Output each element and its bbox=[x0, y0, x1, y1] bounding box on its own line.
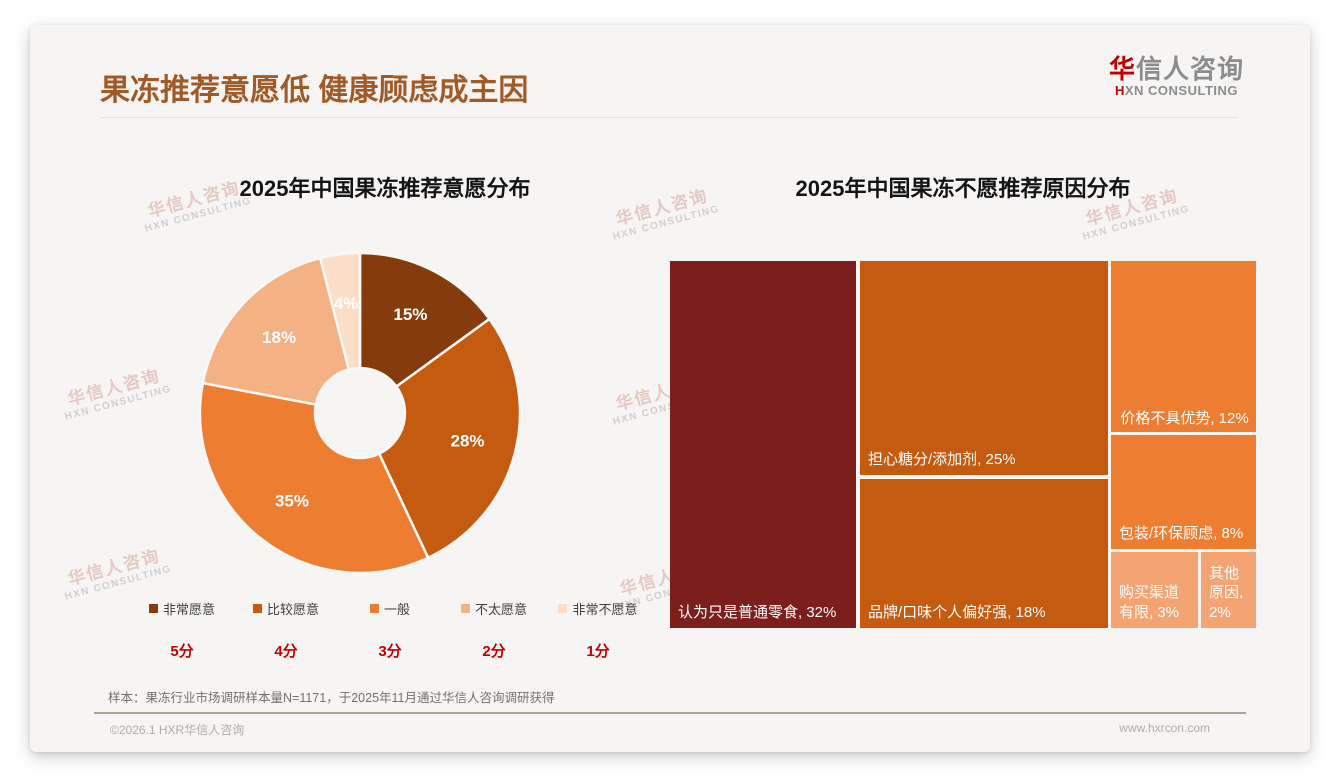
treemap-cell-担心糖分/添加剂: 担心糖分/添加剂, 25% bbox=[860, 261, 1108, 475]
treemap-cell-label: 包装/环保顾虑, 8% bbox=[1119, 524, 1244, 542]
pie-data-label: 15% bbox=[393, 305, 427, 324]
legend-item-一般: 一般 bbox=[338, 599, 442, 618]
pie-slice-不太愿意 bbox=[201, 256, 351, 406]
treemap-cell-label: 价格不具优势, 12% bbox=[1120, 409, 1249, 427]
pie-data-label: 35% bbox=[275, 492, 309, 511]
pie-slice-非常不愿意 bbox=[318, 251, 362, 371]
treemap-cell-认为只是普通零食: 认为只是普通零食, 32% bbox=[670, 261, 856, 628]
slide-card: 华信人咨询 HXN CONSULTING 华信人咨询 HXN CONSULTING 华信… bbox=[30, 25, 1310, 752]
company-logo: 华信人咨询 HXN CONSULTING bbox=[1109, 55, 1244, 98]
logo-chinese-text: 华信人咨询 bbox=[1108, 54, 1244, 84]
legend-item-非常不愿意: 非常不愿意 bbox=[546, 599, 650, 618]
legend-label: 一般 bbox=[383, 602, 410, 617]
pie-data-label: 18% bbox=[262, 328, 296, 347]
legend-label: 非常愿意 bbox=[162, 602, 215, 617]
treemap-chart: 认为只是普通零食, 32% 担心糖分/添加剂, 25% 品牌/口味个人偏好强, 18… bbox=[670, 261, 1256, 628]
treemap-cell-品牌/口味个人偏好强: 品牌/口味个人偏好强, 18% bbox=[860, 479, 1108, 628]
score-label: 3分 bbox=[378, 643, 402, 660]
treemap-cell-价格不具优势: 价格不具优势, 12% bbox=[1111, 261, 1256, 432]
legend-swatch bbox=[252, 604, 262, 613]
page-title: 果冻推荐意愿低 健康顾虑成主因 bbox=[100, 74, 529, 107]
pie-slice-一般 bbox=[198, 381, 430, 575]
footer-divider bbox=[94, 712, 1246, 714]
legend-swatch bbox=[148, 604, 158, 613]
donut-chart-title: 2025年中国果冻推荐意愿分布 bbox=[239, 176, 531, 201]
treemap-cell-label: 品牌/口味个人偏好强, 18% bbox=[868, 603, 1046, 621]
legend-label: 非常不愿意 bbox=[572, 602, 638, 617]
logo-english-text: HXN CONSULTING bbox=[1114, 82, 1238, 98]
website-url: www.hxrcon.com bbox=[1119, 721, 1210, 735]
treemap-cell-label: 其他原因, 2% bbox=[1209, 564, 1244, 621]
score-label: 5分 bbox=[170, 643, 194, 660]
pie-data-label: 28% bbox=[450, 432, 484, 451]
treemap-cell-label: 担心糖分/添加剂, 25% bbox=[868, 450, 1016, 468]
legend-swatch bbox=[369, 604, 379, 613]
score-label: 1分 bbox=[586, 643, 610, 660]
donut-legend: 非常愿意 比较愿意 一般 不太愿意 非常不愿意 bbox=[130, 599, 650, 618]
treemap-cell-包装/环保顾虑: 包装/环保顾虑, 8% bbox=[1111, 435, 1256, 549]
treemap-cell-label: 购买渠道有限, 3% bbox=[1119, 584, 1180, 621]
pie-data-label: 4% bbox=[334, 294, 359, 313]
legend-item-比较愿意: 比较愿意 bbox=[234, 599, 338, 618]
footer: ©2026.1 HXR华信人咨询 www.hxrcon.com bbox=[110, 721, 1210, 738]
legend-swatch bbox=[460, 604, 470, 613]
score-label: 2分 bbox=[482, 643, 506, 660]
legend-item-不太愿意: 不太愿意 bbox=[442, 599, 546, 618]
legend-swatch bbox=[558, 604, 568, 613]
legend-item-非常愿意: 非常愿意 bbox=[130, 599, 234, 618]
treemap-chart-title: 2025年中国果冻不愿推荐原因分布 bbox=[795, 176, 1131, 201]
sample-footnote: 样本：果冻行业市场调研样本量N=1171，于2025年11月通过华信人咨询调研获… bbox=[108, 691, 555, 705]
copyright-text: ©2026.1 HXR华信人咨询 bbox=[110, 723, 245, 737]
donut-chart: 15% 28% 35% 18% 4% bbox=[198, 251, 522, 575]
legend-label: 比较愿意 bbox=[266, 602, 319, 617]
score-label: 4分 bbox=[274, 643, 298, 660]
score-labels-row: 5分 4分 3分 2分 1分 bbox=[130, 640, 650, 661]
treemap-cell-其他原因: 其他原因, 2% bbox=[1201, 552, 1256, 628]
header-divider bbox=[100, 117, 1238, 118]
pie-slice-比较愿意 bbox=[377, 317, 522, 560]
legend-label: 不太愿意 bbox=[474, 602, 527, 617]
treemap-cell-购买渠道有限: 购买渠道有限, 3% bbox=[1111, 552, 1198, 628]
pie-slice-非常愿意 bbox=[358, 251, 491, 388]
treemap-cell-label: 认为只是普通零食, 32% bbox=[678, 603, 837, 621]
